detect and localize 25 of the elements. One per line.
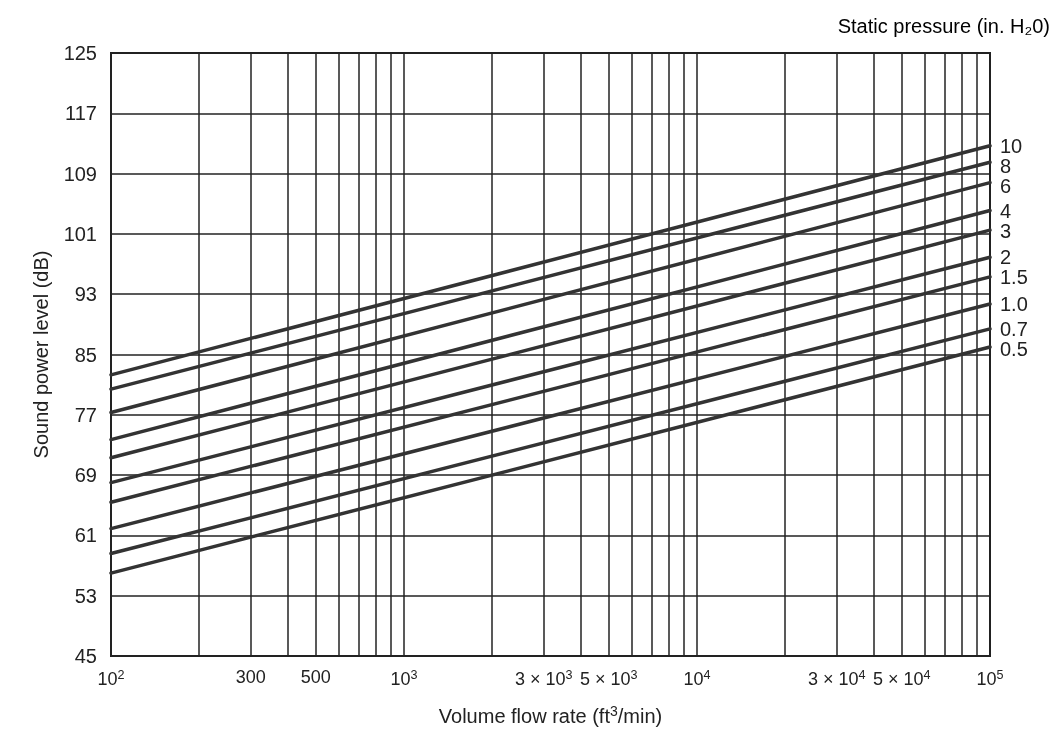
series-label: 1.0 xyxy=(1000,293,1028,315)
series-label: 1.5 xyxy=(1000,266,1028,289)
series-label: 4 xyxy=(1000,199,1012,222)
y-tick-label: 77 xyxy=(74,403,97,426)
y-tick-label: 125 xyxy=(63,42,97,64)
y-tick-label: 85 xyxy=(74,343,97,366)
series-label: 3 xyxy=(1000,219,1012,242)
y-tick-label: 117 xyxy=(65,102,97,125)
x-tick-label: 300 xyxy=(235,667,266,687)
y-tick-label: 69 xyxy=(74,464,97,487)
y-tick-label: 101 xyxy=(63,222,97,245)
series-label: 2 xyxy=(1000,246,1012,269)
y-tick-label: 61 xyxy=(74,524,97,547)
series-label: 6 xyxy=(1000,174,1012,197)
y-tick-label: 45 xyxy=(74,645,97,667)
y-tick-label: 109 xyxy=(63,162,97,185)
y-tick-label: 93 xyxy=(74,283,97,306)
y-axis-title: Sound power level (dB) xyxy=(30,250,52,459)
series-label: 0.5 xyxy=(1000,337,1028,360)
series-label: 8 xyxy=(1000,154,1012,177)
series-label: 10 xyxy=(1000,134,1023,157)
legend-title: Static pressure (in. H₂0) xyxy=(837,15,1051,37)
x-tick-label: 500 xyxy=(300,667,331,687)
y-tick-label: 53 xyxy=(74,584,97,607)
series-label: 0.7 xyxy=(1000,317,1028,340)
